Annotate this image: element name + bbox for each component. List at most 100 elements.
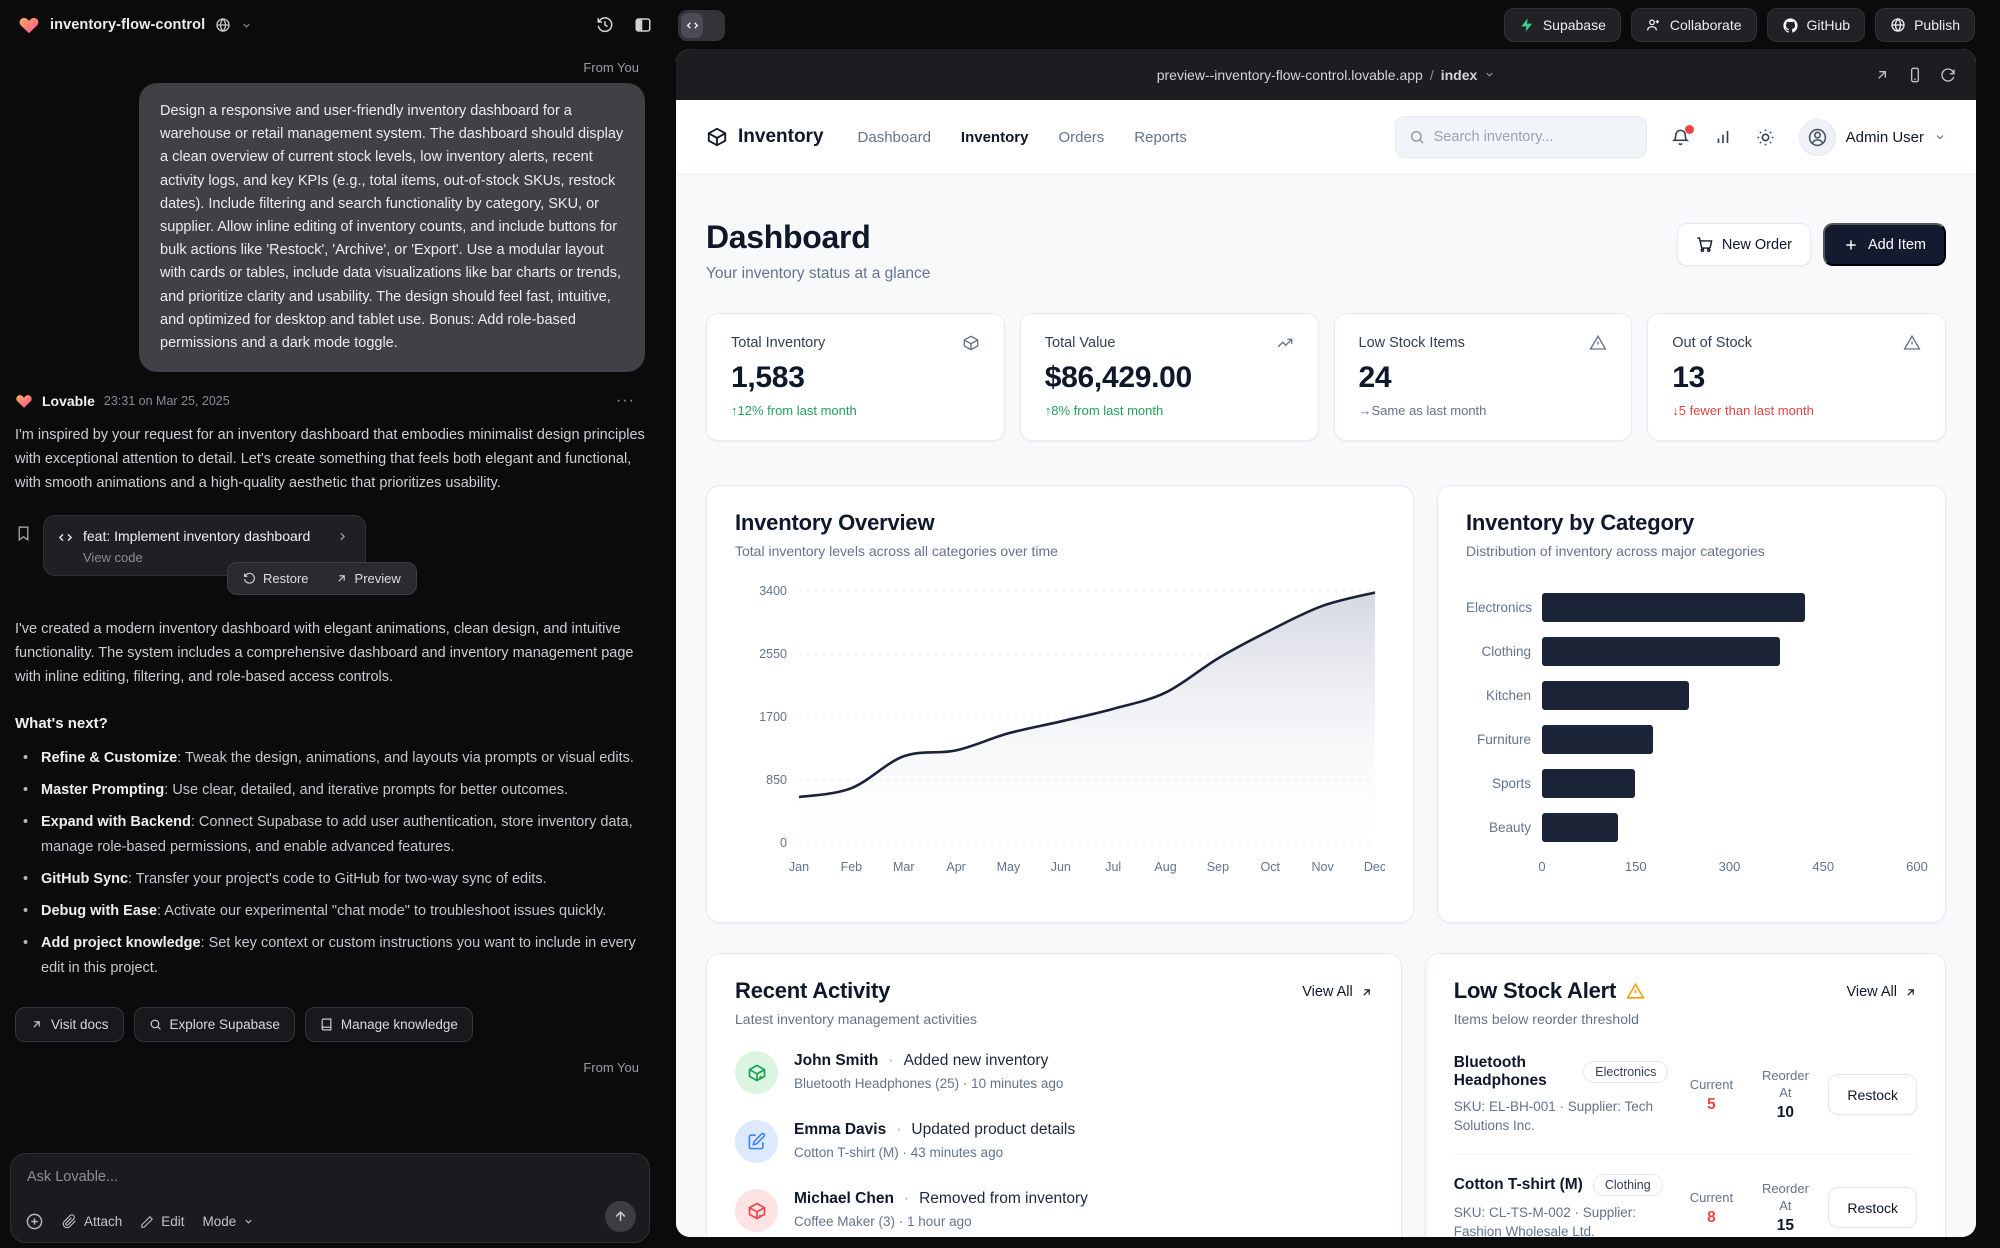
category-badge: Electronics xyxy=(1583,1061,1669,1083)
refresh-icon[interactable] xyxy=(1940,67,1956,83)
explore-supabase-button[interactable]: Explore Supabase xyxy=(133,1007,295,1043)
preview-url[interactable]: preview--inventory-flow-control.lovable.… xyxy=(1156,66,1423,83)
restore-button[interactable]: Restore xyxy=(231,566,321,591)
recent-activity-card: Recent Activity Latest inventory managem… xyxy=(706,953,1402,1237)
analytics-icon[interactable] xyxy=(1714,128,1732,146)
version-title: feat: Implement inventory dashboard xyxy=(83,528,311,545)
nav-link-orders[interactable]: Orders xyxy=(1058,128,1105,146)
send-button[interactable] xyxy=(605,1201,636,1232)
arrow-up-icon xyxy=(615,1211,626,1221)
supabase-bolt-icon xyxy=(1521,18,1532,32)
category-axis-tick: 0 xyxy=(1538,859,1546,874)
nav-link-inventory[interactable]: Inventory xyxy=(960,128,1029,146)
svg-text:Mar: Mar xyxy=(893,860,915,874)
attach-button[interactable]: Attach xyxy=(62,1214,122,1229)
project-menu-chevron-icon[interactable] xyxy=(241,20,252,31)
inventory-overview-card: Inventory Overview Total inventory level… xyxy=(706,485,1414,923)
collaborate-button[interactable]: Collaborate xyxy=(1630,8,1757,42)
history-icon[interactable] xyxy=(596,0,614,50)
new-order-button[interactable]: New Order xyxy=(1676,223,1811,266)
top-bar: inventory-flow-control Supabase Collabor… xyxy=(0,0,2000,50)
github-icon xyxy=(1782,17,1798,33)
dashboard-app: Inventory Dashboard Inventory Orders Rep… xyxy=(676,100,1976,1237)
kpi-value: 13 xyxy=(1672,361,1706,394)
nav-link-reports[interactable]: Reports xyxy=(1134,128,1187,146)
restock-button[interactable]: Restock xyxy=(1828,1187,1917,1228)
warning-icon xyxy=(1626,982,1645,1001)
plus-circle-icon[interactable] xyxy=(25,1212,44,1231)
view-all-link[interactable]: View All xyxy=(1846,984,1917,1000)
chat-panel: From You Design a responsive and user-fr… xyxy=(0,50,660,1248)
svg-text:1700: 1700 xyxy=(759,710,787,724)
cart-icon xyxy=(1697,237,1713,253)
pencil-icon xyxy=(141,1215,154,1228)
open-external-icon[interactable] xyxy=(1874,67,1890,83)
list-item: Add project knowledge: Set key context o… xyxy=(15,931,645,981)
panel-toggle-icon[interactable] xyxy=(634,0,652,50)
chat-input[interactable]: Ask Lovable... Attach Edit Mode xyxy=(10,1153,650,1243)
kpi-value: 24 xyxy=(1358,361,1392,394)
kpi-card-out-of-stock: Out of Stock 13 ↓5 fewer than last month xyxy=(1647,313,1946,441)
arrow-up-right-icon xyxy=(1907,988,1914,996)
assistant-intro: I'm inspired by your request for an inve… xyxy=(15,427,645,492)
version-actions-toolbar: Restore Preview xyxy=(227,562,417,596)
mode-selector[interactable]: Mode xyxy=(203,1214,255,1229)
restock-button[interactable]: Restock xyxy=(1828,1074,1917,1115)
view-code-link[interactable]: View code xyxy=(83,550,143,566)
message-timestamp: 23:31 on Mar 25, 2025 xyxy=(103,394,230,409)
svg-text:Jan: Jan xyxy=(789,860,809,874)
section-title: Recent Activity xyxy=(735,978,891,1003)
message-menu-icon[interactable]: ··· xyxy=(616,392,635,410)
kpi-card-total-inventory: Total Inventory 1,583 ↑12% from last mon… xyxy=(706,313,1005,441)
supabase-button[interactable]: Supabase xyxy=(1503,8,1621,42)
section-subtitle: Items below reorder threshold xyxy=(1453,1011,1639,1027)
visit-docs-button[interactable]: Visit docs xyxy=(15,1007,124,1043)
chevron-down-icon[interactable] xyxy=(1484,69,1495,80)
globe-status-icon[interactable] xyxy=(215,17,231,33)
alert-triangle-icon xyxy=(1589,334,1607,352)
preview-button[interactable]: Preview xyxy=(323,566,413,591)
category-bar xyxy=(1542,680,1689,710)
edit-button[interactable]: Edit xyxy=(140,1214,185,1229)
section-title: Low Stock Alert xyxy=(1453,978,1617,1003)
low-stock-item: Bluetooth Headphones Electronics SKU: EL-… xyxy=(1453,1035,1917,1155)
publish-button[interactable]: Publish xyxy=(1875,8,1975,42)
notifications-bell-icon[interactable] xyxy=(1671,124,1694,147)
chart-title: Inventory by Category xyxy=(1466,510,1695,535)
kpi-card-total-value: Total Value $86,429.00 ↑8% from last mon… xyxy=(1019,313,1319,441)
category-axis-tick: 150 xyxy=(1624,859,1647,874)
whats-next-title: What's next? xyxy=(15,715,108,733)
add-item-button[interactable]: Add Item xyxy=(1822,223,1946,266)
edit-icon xyxy=(735,1120,778,1163)
assistant-header: Lovable 23:31 on Mar 25, 2025 ··· xyxy=(15,392,645,410)
kpi-value: $86,429.00 xyxy=(1044,361,1192,394)
category-bar-chart: Electronics Clothing Kitchen Furniture S… xyxy=(1466,585,1928,877)
category-bar xyxy=(1542,636,1780,666)
theme-toggle-sun-icon[interactable] xyxy=(1756,128,1775,147)
chart-subtitle: Distribution of inventory across major c… xyxy=(1466,543,1765,559)
chevron-down-icon xyxy=(1936,135,1944,140)
page-subtitle: Your inventory status at a glance xyxy=(706,265,931,282)
list-item: Master Prompting: Use clear, detailed, a… xyxy=(15,778,645,803)
list-item: Debug with Ease: Activate our experiment… xyxy=(15,899,645,924)
bar-label: Beauty xyxy=(1488,819,1531,835)
bookmark-icon[interactable] xyxy=(15,525,32,542)
user-menu[interactable]: Admin User xyxy=(1798,118,1946,156)
arrow-up-right-icon xyxy=(337,575,345,582)
project-name[interactable]: inventory-flow-control xyxy=(50,17,206,33)
inventory-by-category-card: Inventory by Category Distribution of in… xyxy=(1437,485,1946,923)
list-item: GitHub Sync: Transfer your project's cod… xyxy=(15,867,645,892)
view-all-link[interactable]: View All xyxy=(1302,984,1373,1000)
code-view-toggle[interactable] xyxy=(678,10,725,41)
activity-item: Emma Davis · Updated product details Cotto… xyxy=(735,1120,1373,1163)
list-item: Refine & Customize: Tweak the design, an… xyxy=(15,746,645,771)
preview-url-bar: preview--inventory-flow-control.lovable.… xyxy=(676,49,1976,100)
nav-link-dashboard[interactable]: Dashboard xyxy=(857,128,931,146)
search-input[interactable] xyxy=(1433,129,1624,145)
manage-knowledge-button[interactable]: Manage knowledge xyxy=(304,1007,473,1043)
github-button[interactable]: GitHub xyxy=(1766,8,1866,42)
preview-route[interactable]: index xyxy=(1440,66,1478,83)
package-icon xyxy=(962,334,980,352)
mobile-view-icon[interactable] xyxy=(1907,67,1923,83)
app-brand[interactable]: Inventory xyxy=(706,126,824,148)
